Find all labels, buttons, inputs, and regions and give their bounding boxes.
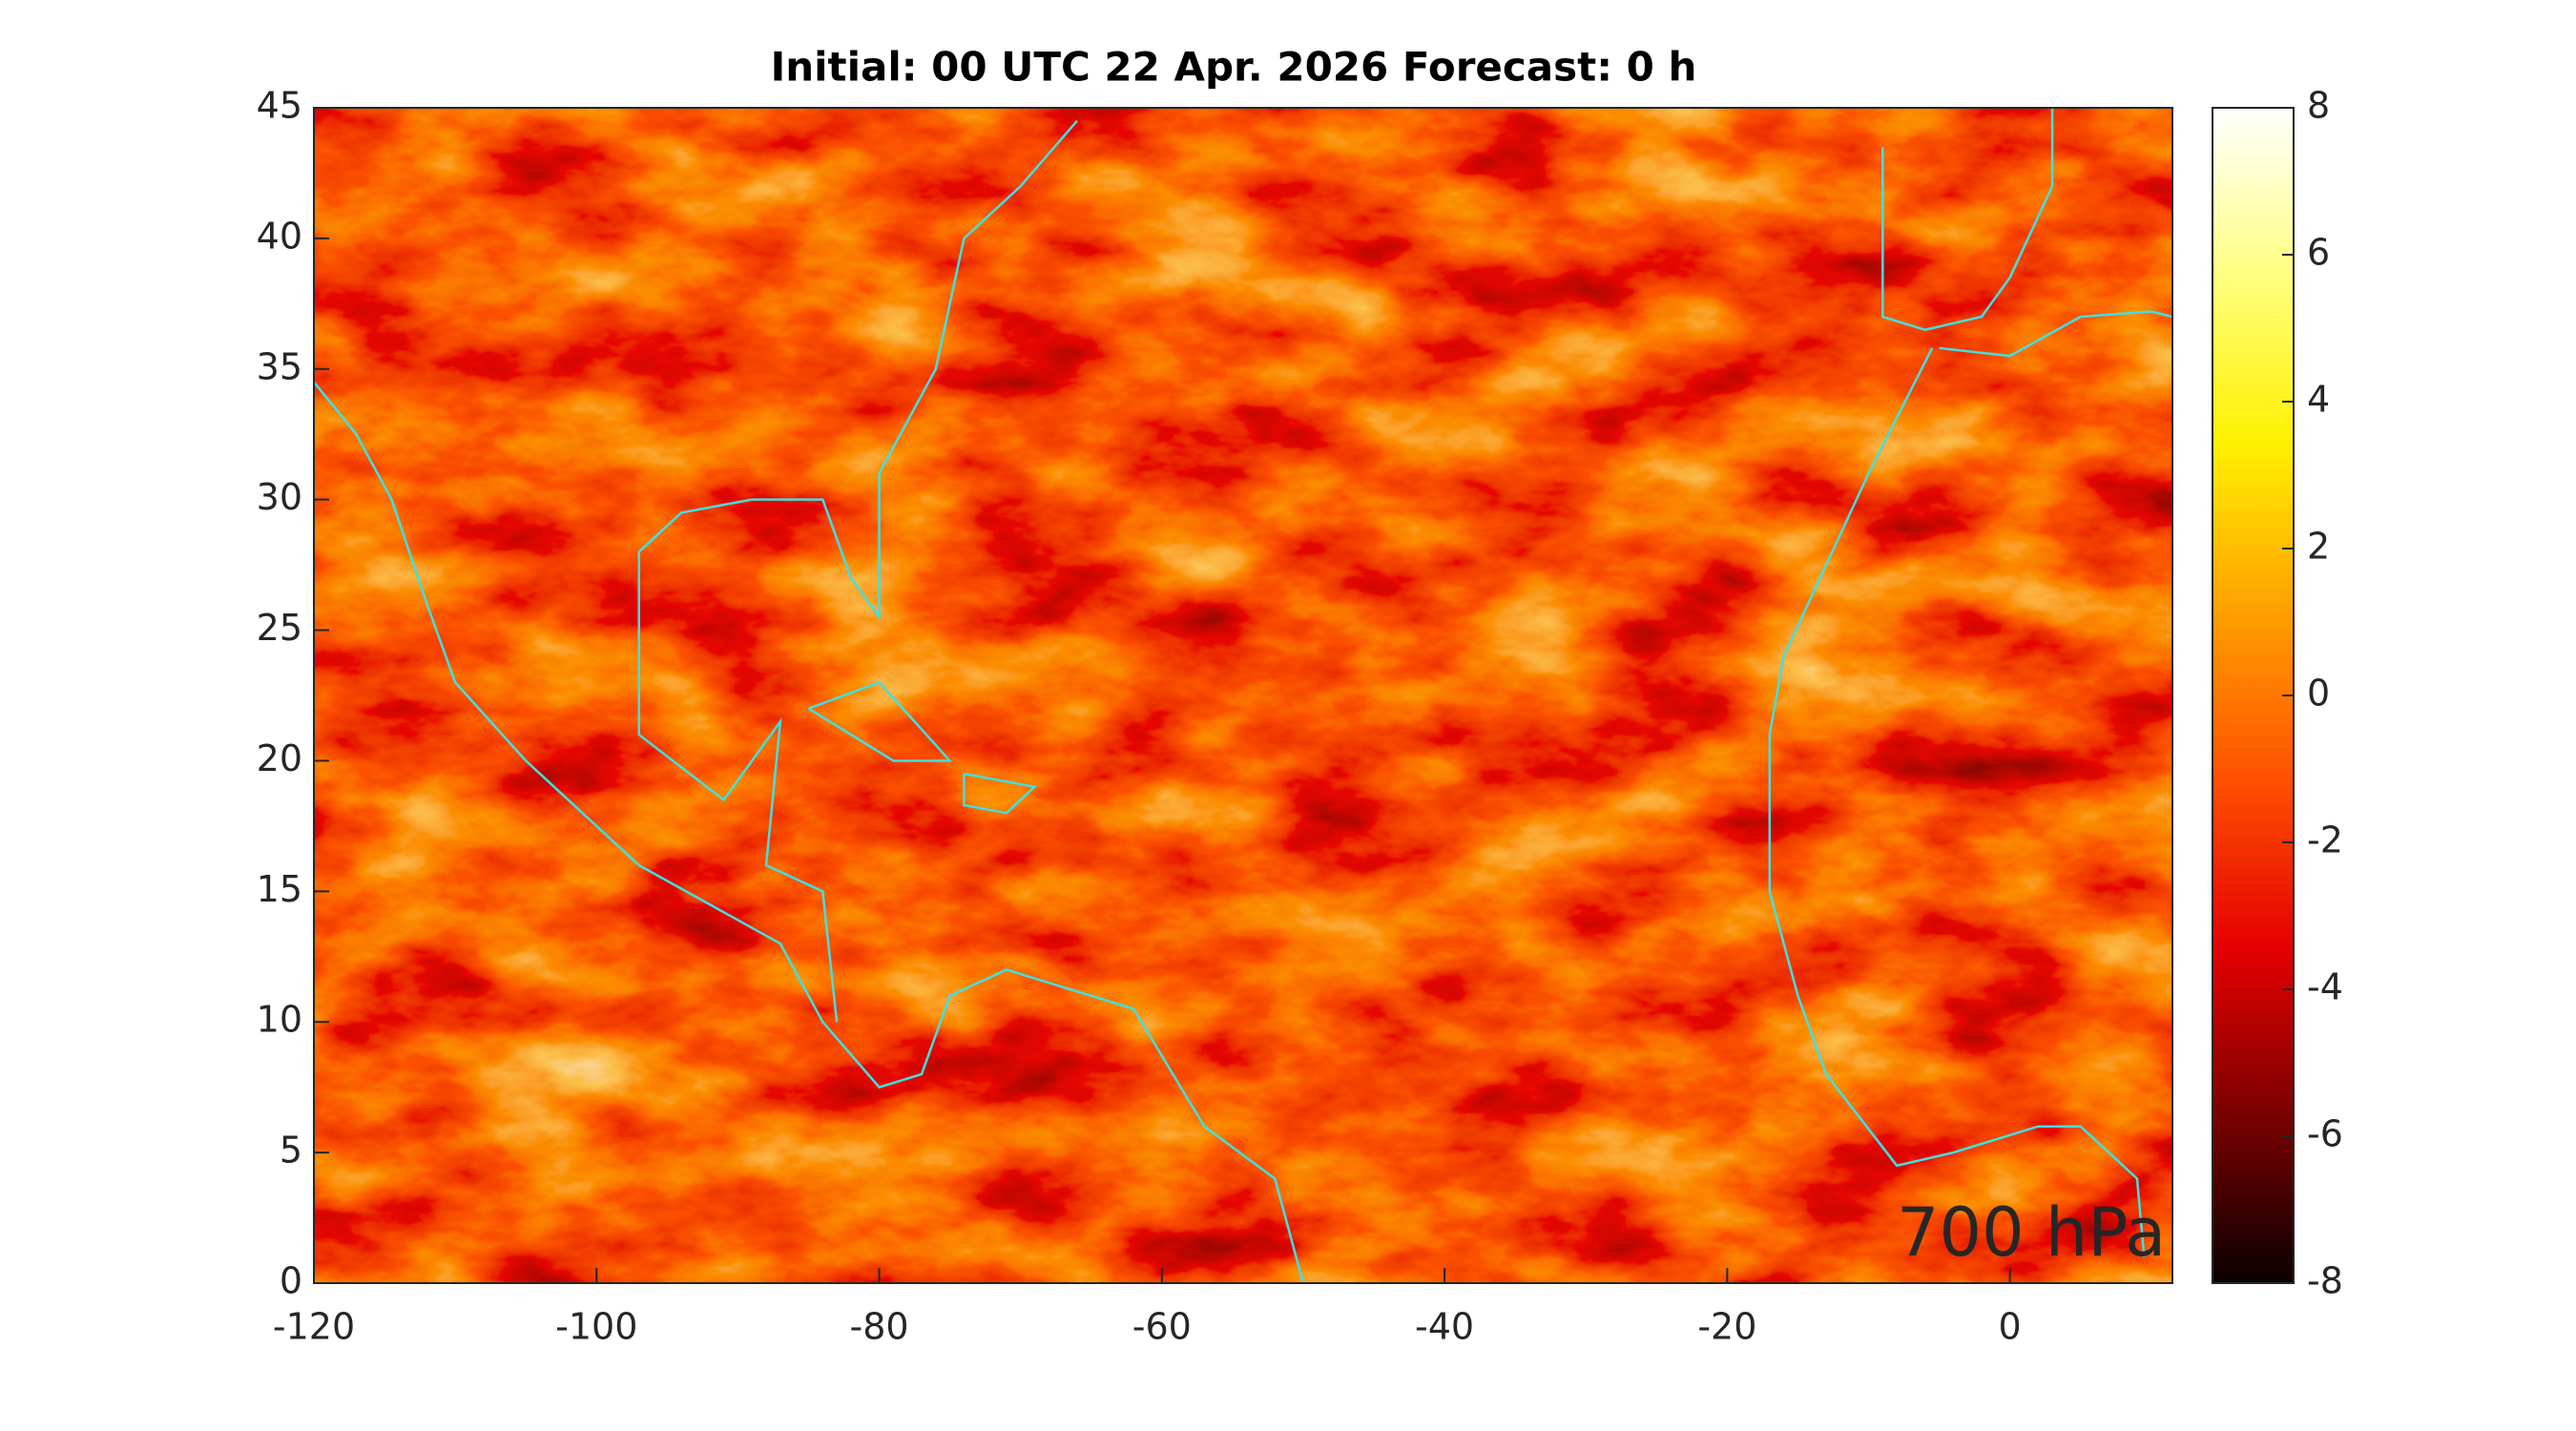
y-tick-label: 35	[257, 345, 302, 387]
x-tick-label: -80	[850, 1306, 909, 1348]
colorbar-tick-label: 0	[2307, 673, 2330, 715]
colorbar-tick-label: -4	[2307, 966, 2343, 1008]
x-tick-label: -60	[1132, 1306, 1192, 1348]
y-tick-label: 0	[280, 1260, 302, 1302]
y-tick-label: 15	[257, 868, 302, 910]
x-tick-label: -120	[273, 1306, 355, 1348]
colorbar-tick-label: -2	[2307, 819, 2343, 861]
x-tick-label: 0	[1999, 1306, 2022, 1348]
x-tick-label: -100	[555, 1306, 637, 1348]
colorbar	[2212, 107, 2295, 1284]
colorbar-tick-label: -8	[2307, 1260, 2343, 1302]
colorbar-tick-label: 6	[2307, 232, 2330, 274]
coastline	[1768, 347, 2146, 1257]
coastline	[637, 119, 1078, 1023]
coastline	[1881, 108, 2054, 332]
colorbar-tick-label: -6	[2307, 1113, 2343, 1155]
colorbar-tick-label: 4	[2307, 379, 2330, 421]
y-tick-label: 20	[257, 737, 302, 779]
coastline	[314, 381, 1305, 1283]
coastline	[807, 680, 953, 762]
coastline	[963, 772, 1038, 815]
coastline	[1939, 310, 2172, 358]
y-tick-label: 45	[257, 85, 302, 127]
plot-frame	[313, 107, 2173, 1284]
chart-title: Initial: 00 UTC 22 Apr. 2026 Forecast: 0…	[771, 44, 1697, 91]
y-tick-label: 10	[257, 999, 302, 1041]
y-tick-label: 5	[280, 1130, 302, 1172]
colorbar-tick-label: 2	[2307, 526, 2330, 568]
field	[314, 108, 2172, 1283]
coastlines	[314, 108, 2172, 1283]
x-tick-label: -20	[1697, 1306, 1756, 1348]
level-annotation: 700 hPa	[1897, 1193, 2166, 1272]
y-tick-label: 25	[257, 607, 302, 649]
y-tick-label: 40	[257, 215, 302, 257]
x-tick-label: -40	[1415, 1306, 1474, 1348]
colorbar-tick-label: 8	[2307, 85, 2330, 127]
y-tick-label: 30	[257, 476, 302, 518]
